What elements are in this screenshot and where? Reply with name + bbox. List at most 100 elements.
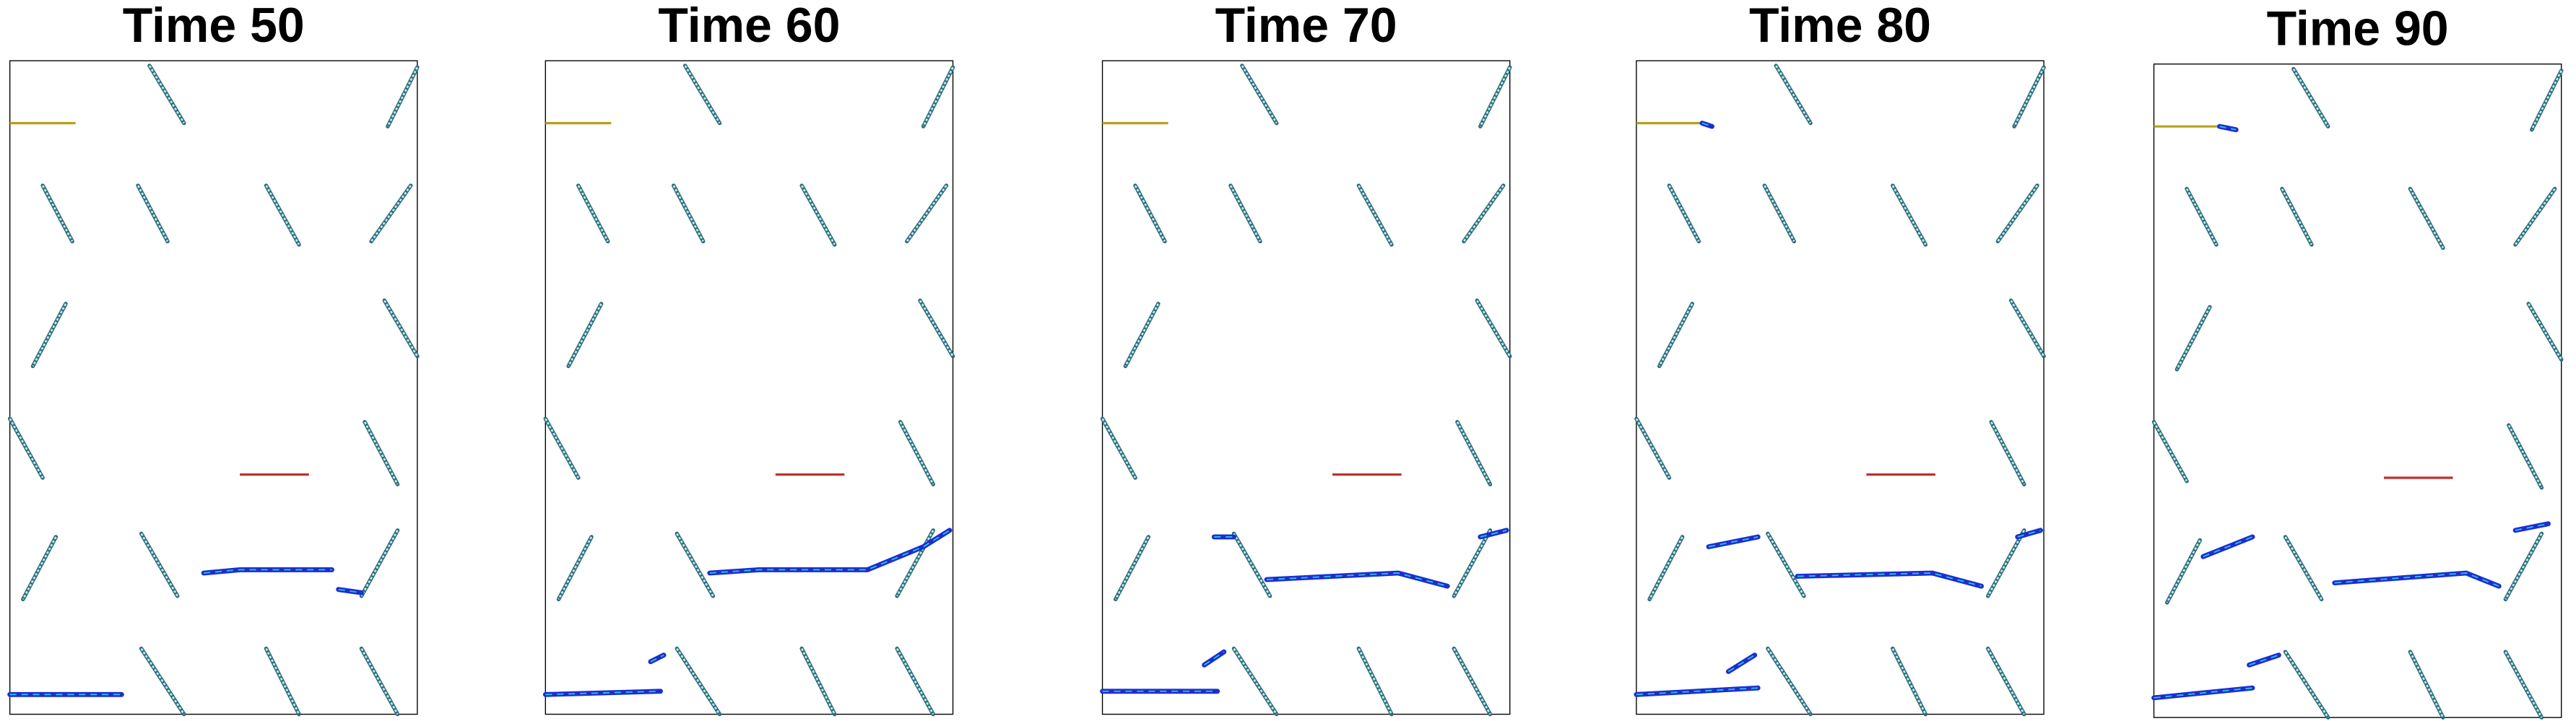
fracture-core <box>1648 536 1683 600</box>
damage-core <box>2515 523 2549 531</box>
fracture-core <box>22 536 57 600</box>
damage-core <box>204 569 332 574</box>
fracture-core <box>2514 188 2556 245</box>
fracture-core <box>148 65 185 124</box>
panel-frame <box>545 60 954 715</box>
fracture-core <box>1668 185 1700 242</box>
fracture-core <box>577 185 609 242</box>
fracture <box>1356 646 1394 717</box>
fracture-core <box>2010 300 2045 357</box>
fracture-core <box>32 303 67 367</box>
damage-core <box>338 588 362 594</box>
fracture-core <box>899 421 934 485</box>
fracture-core <box>1462 185 1504 242</box>
fracture <box>2283 535 2324 602</box>
fracture-core <box>1456 421 1491 485</box>
fracture-core <box>2531 70 2562 131</box>
fracture <box>2408 650 2445 720</box>
fracture-core <box>545 418 579 479</box>
fracture-core <box>1476 300 1511 357</box>
damage-core <box>1727 654 1756 673</box>
fracture-core <box>1990 421 2026 485</box>
panel-frame <box>9 60 418 715</box>
damage-zone <box>707 528 953 576</box>
fracture-core <box>1453 530 1491 597</box>
damage-core <box>2334 572 2499 587</box>
fracture-core <box>1764 185 1795 242</box>
fracture <box>799 646 837 717</box>
fracture <box>1891 646 1928 717</box>
panel <box>542 60 955 717</box>
fracture-core <box>41 185 74 242</box>
fracture-core <box>1233 647 1278 715</box>
damage-core <box>2249 654 2279 666</box>
damage-core <box>2017 529 2041 538</box>
fracture-core <box>684 65 721 124</box>
fracture-core <box>1658 303 1694 367</box>
fracture-core <box>140 647 185 715</box>
fracture-core <box>1229 185 1262 242</box>
fracture-core <box>2284 651 2329 718</box>
fracture-core <box>2176 306 2211 370</box>
fracture-core <box>2409 188 2445 249</box>
fracture-core <box>922 66 954 127</box>
fracture-core <box>1635 418 1670 479</box>
fracture-core <box>1453 647 1491 715</box>
fracture-core <box>1891 185 1927 245</box>
fracture-core <box>2166 539 2201 603</box>
damage-core <box>1204 651 1225 666</box>
fracture-core <box>1479 66 1511 127</box>
panel-title: Time 70 <box>1215 0 1397 53</box>
fracture-core <box>895 647 934 715</box>
fracture-core <box>2153 421 2188 482</box>
panel-title: Time 80 <box>1749 0 1931 53</box>
panel-frame <box>1636 60 2044 715</box>
fracture-core <box>801 185 836 245</box>
fracture-core <box>360 647 399 715</box>
fracture <box>1231 531 1272 598</box>
damage-core <box>2219 126 2237 131</box>
panel-frame <box>2153 64 2562 718</box>
fracture <box>675 531 716 598</box>
damage-core <box>2203 536 2253 558</box>
fracture-core <box>1766 647 1812 715</box>
fracture-core <box>1124 303 1160 367</box>
panel <box>7 60 420 717</box>
fracture-core <box>1997 185 2039 242</box>
fracture-core <box>895 530 934 597</box>
damage-core <box>1708 536 1758 548</box>
damage-core <box>1701 122 1712 128</box>
fracture-core <box>136 185 169 242</box>
fracture-core <box>2292 68 2329 127</box>
damage-core <box>1266 572 1448 587</box>
fracture-core <box>676 647 721 715</box>
panel-title: Time 90 <box>2267 1 2449 56</box>
fracture <box>1766 531 1806 598</box>
fracture-core <box>2185 188 2218 245</box>
fracture-core <box>1775 65 1812 124</box>
damage-core <box>2154 687 2253 699</box>
panel <box>1634 60 2046 717</box>
panel <box>2151 64 2564 720</box>
fracture <box>264 646 301 717</box>
fracture-core <box>672 185 704 242</box>
fracture-core <box>265 185 300 245</box>
fracture-core <box>1358 185 1393 245</box>
fracture-core <box>1987 647 2025 715</box>
fracture-core <box>370 185 412 242</box>
fracture-core <box>383 300 419 357</box>
fracture-core <box>1241 65 1278 124</box>
fracture-core <box>1114 536 1150 600</box>
fracture-core <box>1101 418 1137 479</box>
damage-zone <box>1795 570 1985 589</box>
fracture-core <box>2505 533 2543 600</box>
damage-zone <box>2332 570 2502 589</box>
panel <box>1100 60 1512 717</box>
fracture-core <box>558 536 593 600</box>
fracture-core <box>1134 185 1166 242</box>
damage-core <box>1480 529 1507 538</box>
damage-core <box>650 654 664 663</box>
fracture-core <box>1987 530 2025 597</box>
